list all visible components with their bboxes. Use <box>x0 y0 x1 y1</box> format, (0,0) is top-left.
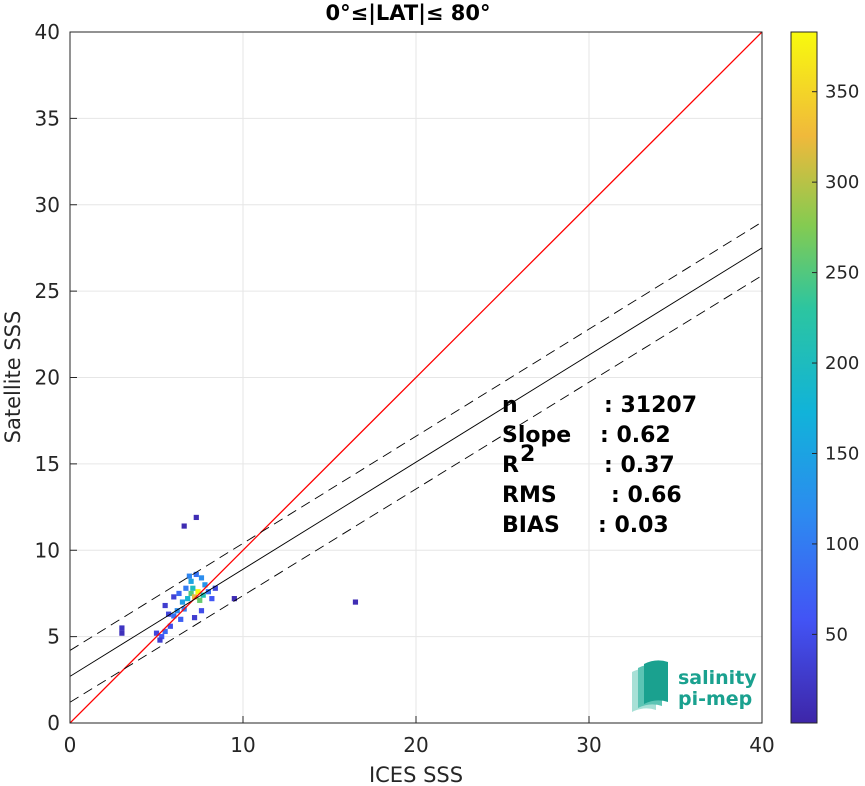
logo-wave-icon <box>644 660 668 704</box>
stat-value: : 0.62 <box>600 423 671 448</box>
x-tick-label: 30 <box>576 733 601 757</box>
x-tick-label: 40 <box>749 733 774 757</box>
regression-plus-line <box>70 221 762 651</box>
logo-text-line2: pi-mep <box>678 688 752 710</box>
stat-value: : 0.66 <box>611 483 682 508</box>
density-cell <box>198 608 205 614</box>
stat-label: R <box>502 453 519 478</box>
density-cell <box>197 597 203 603</box>
density-cell <box>191 615 198 621</box>
colorbar-tick-label: 250 <box>825 263 859 284</box>
density-cell <box>200 592 206 598</box>
y-tick-label: 0 <box>47 711 60 735</box>
density-cell <box>183 585 189 591</box>
density-cell <box>167 623 173 629</box>
stat-label: RMS <box>502 483 557 508</box>
density-cell <box>231 596 237 602</box>
density-cell <box>212 585 218 591</box>
density-cell <box>119 630 125 636</box>
density-cell <box>186 573 192 579</box>
density-cell <box>171 613 177 619</box>
density-cell <box>193 571 199 578</box>
stat-value: : 0.37 <box>604 453 675 478</box>
stat-value: : 0.03 <box>598 513 669 538</box>
colorbar-tick-label: 200 <box>825 353 859 374</box>
chart-title: 0°≤|LAT|≤ 80° <box>325 1 490 26</box>
density-cell <box>188 590 194 597</box>
colorbar-tick-label: 300 <box>825 172 859 193</box>
x-axis-label: ICES SSS <box>369 763 463 786</box>
density-cell <box>174 608 180 614</box>
density-cell <box>185 596 191 602</box>
y-axis-label: Satellite SSS <box>1 311 25 444</box>
y-tick-label: 40 <box>35 20 60 44</box>
density-cell <box>352 599 359 605</box>
y-axis-ticks: 0 5 10 15 20 25 30 35 40 <box>35 20 77 735</box>
stat-label: BIAS <box>502 513 560 538</box>
density-cell <box>193 514 199 521</box>
colorbar-tick-label: 100 <box>825 534 859 555</box>
colorbar-tick-label: 350 <box>825 82 859 103</box>
colorbar-ticks: 50 100 150 200 250 300 350 <box>812 82 859 645</box>
density-cell <box>157 637 163 643</box>
salinity-pi-mep-logo: salinity pi-mep <box>632 660 757 712</box>
y-tick-label: 10 <box>35 538 60 562</box>
y-tick-label: 25 <box>35 279 60 303</box>
y-tick-label: 35 <box>35 106 60 130</box>
density-cell <box>198 575 205 581</box>
density-cell <box>188 578 194 584</box>
x-tick-label: 10 <box>230 733 255 757</box>
y-tick-label: 5 <box>47 625 60 649</box>
density-cell <box>181 523 187 529</box>
density-cell <box>159 634 165 640</box>
density-cell <box>171 594 177 600</box>
density-cell <box>202 582 208 588</box>
colorbar-gradient <box>790 31 818 724</box>
density-cell <box>166 611 172 617</box>
stats-box: n : 31207 Slope : 0.62 R 2 : 0.37 RMS : 0.66 BIAS… <box>502 393 697 538</box>
regression-minus-line <box>70 275 762 703</box>
y-tick-label: 20 <box>35 366 60 390</box>
density-cells <box>119 514 359 643</box>
stat-label-superscript: 2 <box>520 442 535 467</box>
density-cell <box>176 590 182 597</box>
stat-label: Slope <box>502 423 571 448</box>
x-axis-ticks: 0 10 20 30 40 <box>64 716 775 757</box>
colorbar-tick-label: 150 <box>825 443 859 464</box>
density-cell <box>119 625 125 631</box>
regression-line <box>70 247 762 677</box>
density-cell <box>178 616 184 622</box>
density-cell <box>190 585 196 591</box>
logo-text-line1: salinity <box>678 667 757 689</box>
colorbar: 50 100 150 200 250 300 350 <box>790 31 859 724</box>
one-to-one-line <box>70 32 762 723</box>
density-cell <box>191 594 198 600</box>
x-tick-label: 20 <box>403 733 428 757</box>
density-cell <box>162 602 168 609</box>
y-tick-label: 30 <box>35 193 60 217</box>
density-cell <box>209 596 215 602</box>
density-cell <box>205 589 211 595</box>
colorbar-tick-label: 50 <box>825 624 848 645</box>
density-cell <box>179 599 186 605</box>
fit-lines <box>70 32 762 723</box>
density-cell <box>162 628 168 635</box>
stat-label: n <box>502 393 518 418</box>
stat-value: : 31207 <box>604 393 697 418</box>
density-cell <box>195 589 201 595</box>
density-cell <box>153 630 160 636</box>
x-tick-label: 0 <box>64 733 77 757</box>
y-tick-label: 15 <box>35 452 60 476</box>
